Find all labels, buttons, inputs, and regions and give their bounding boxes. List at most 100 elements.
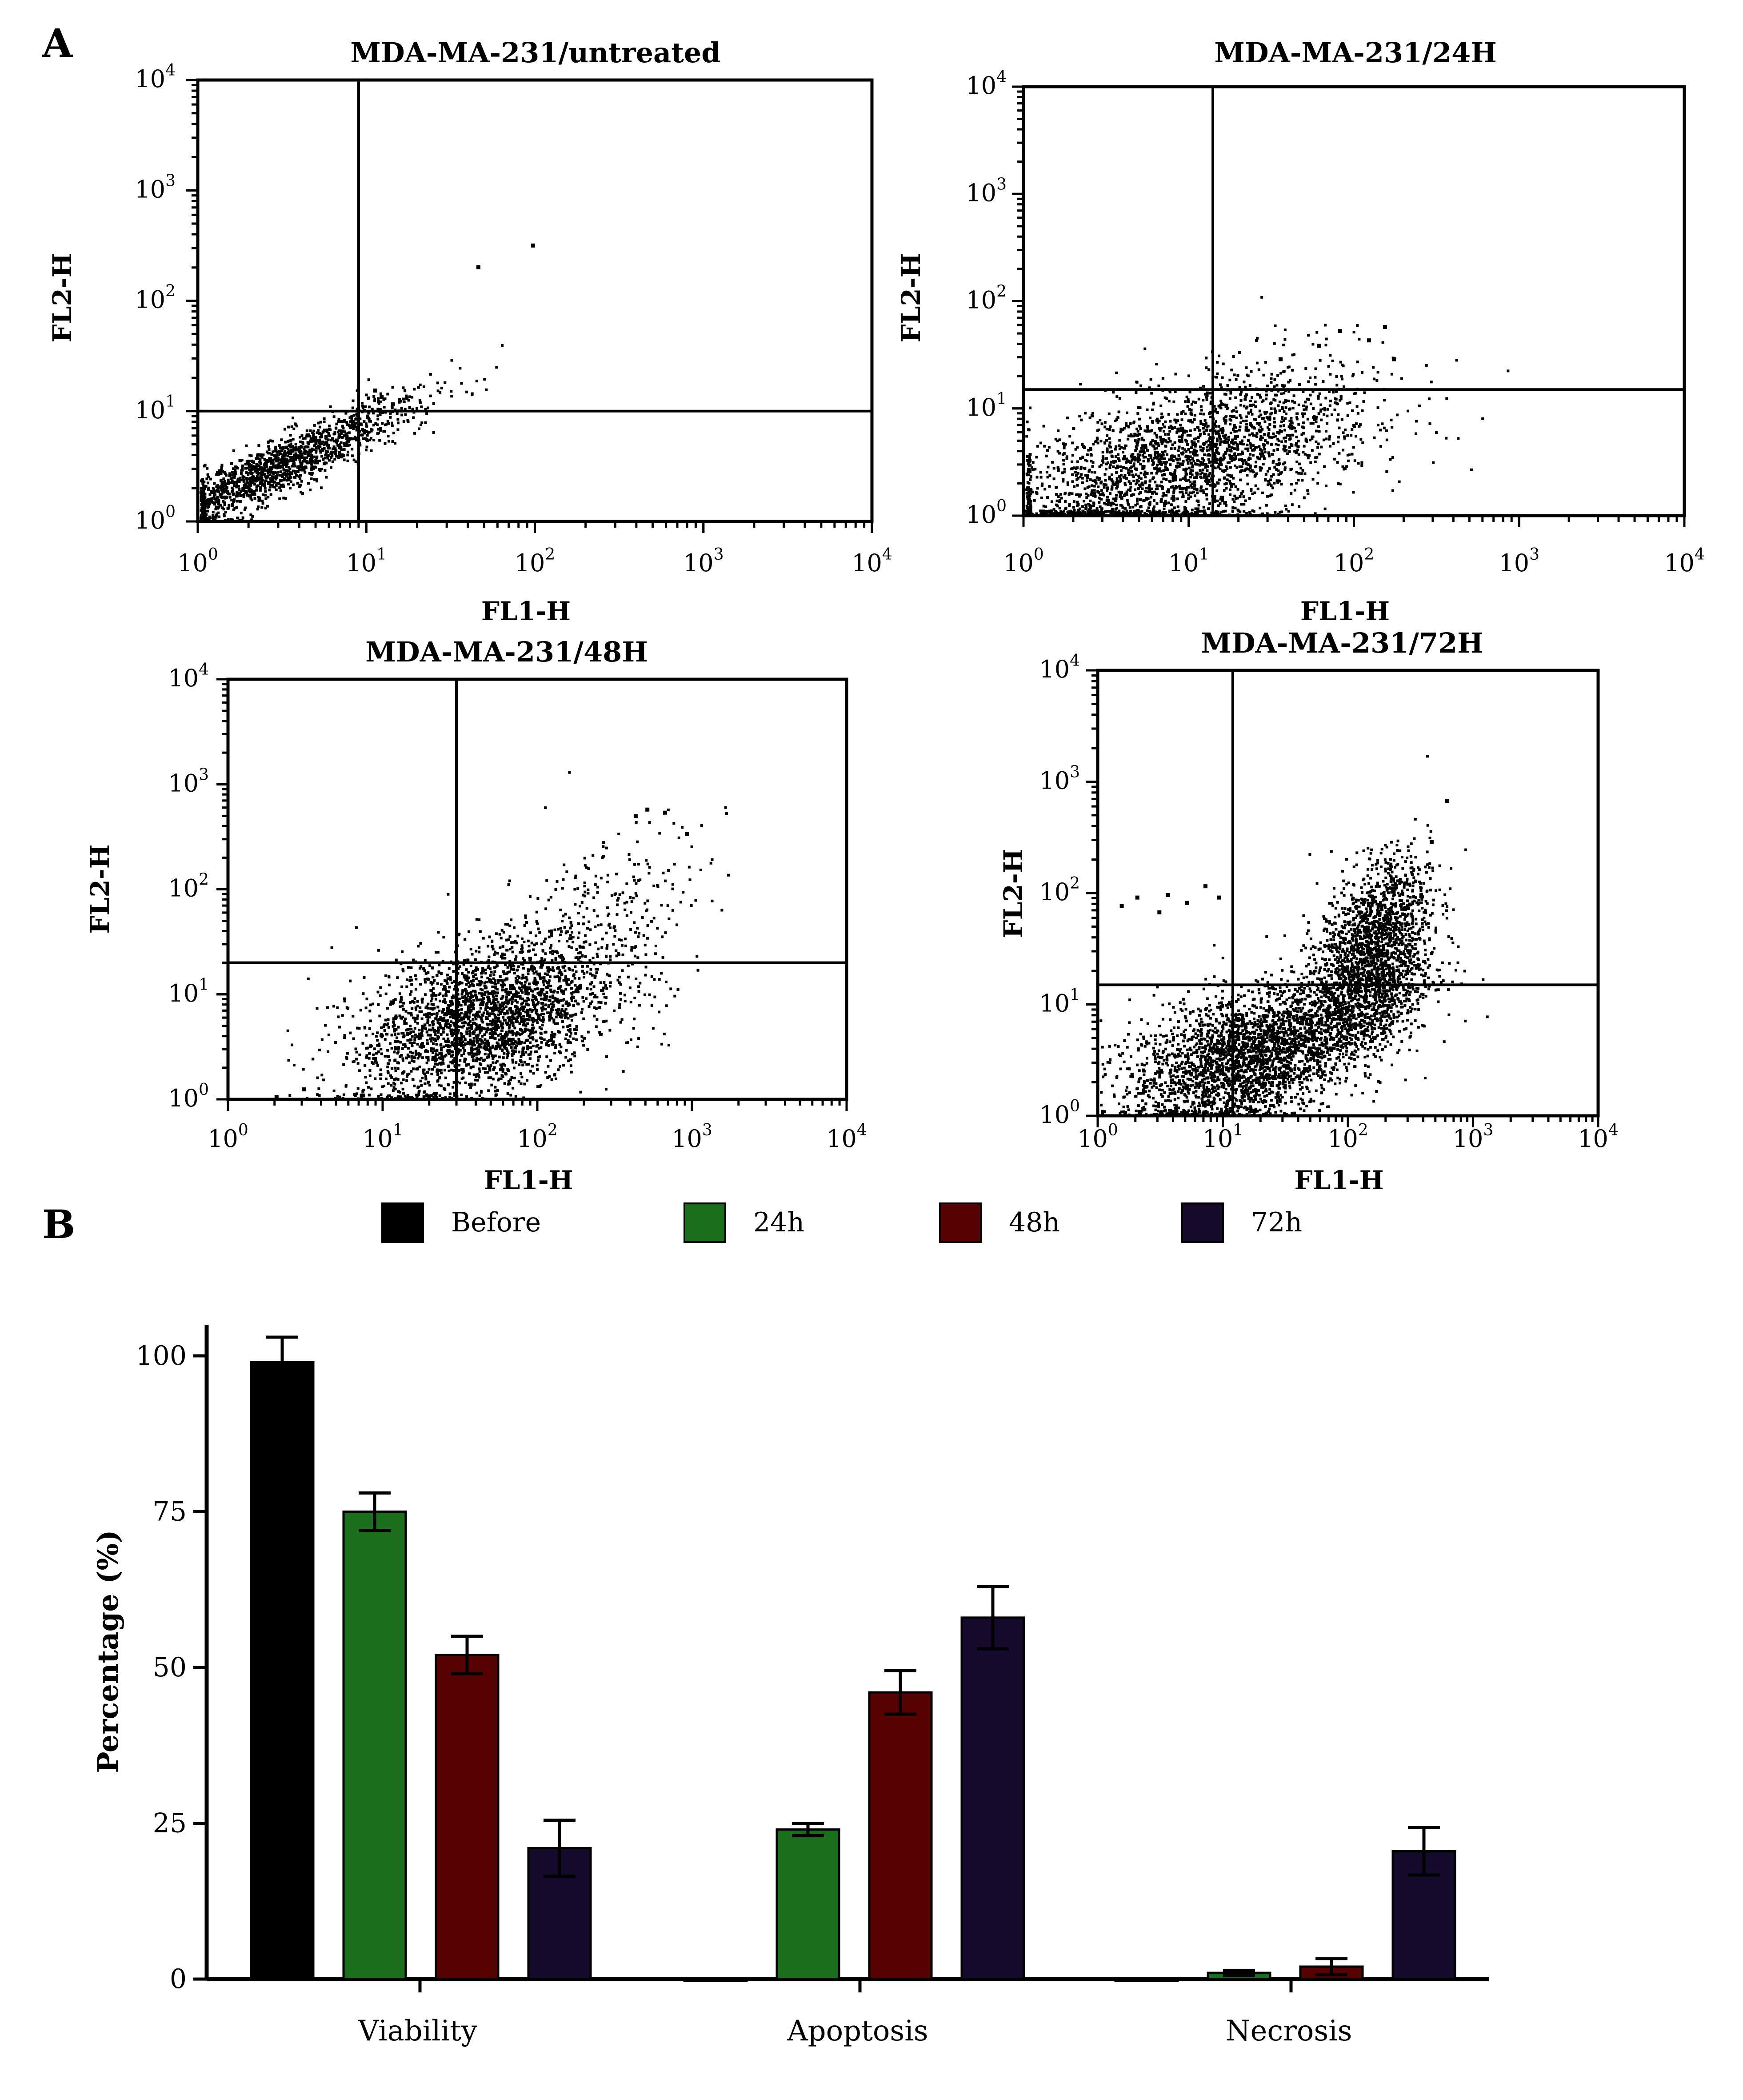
scatter-point bbox=[1183, 487, 1186, 490]
scatter-point bbox=[289, 487, 292, 489]
scatter-point bbox=[307, 450, 310, 453]
scatter-point bbox=[1297, 403, 1300, 406]
scatter-point bbox=[257, 453, 260, 456]
scatter-point bbox=[316, 439, 319, 442]
scatter-point bbox=[387, 435, 390, 438]
scatter-point bbox=[1103, 501, 1106, 505]
scatter-point bbox=[340, 429, 343, 432]
scatter-point bbox=[1163, 396, 1167, 399]
scatter-point bbox=[1123, 447, 1127, 450]
scatter-point bbox=[246, 481, 249, 485]
scatter-point bbox=[1155, 502, 1159, 505]
scatter-point bbox=[1226, 449, 1229, 452]
scatter-point bbox=[249, 484, 252, 487]
scatter-point bbox=[1267, 483, 1270, 486]
scatter-point bbox=[217, 490, 220, 493]
scatter-point bbox=[1146, 509, 1149, 513]
scatter-point bbox=[240, 490, 243, 493]
scatter-point bbox=[1091, 505, 1093, 508]
scatter-point bbox=[402, 397, 405, 401]
scatter-point bbox=[255, 489, 258, 492]
scatter-point bbox=[235, 485, 238, 488]
scatter-point bbox=[250, 459, 253, 462]
scatter-point bbox=[1242, 420, 1245, 423]
scatter-point bbox=[1221, 497, 1224, 501]
scatter-point bbox=[1267, 480, 1270, 483]
scatter-point bbox=[1170, 447, 1173, 450]
scatter-point bbox=[391, 440, 394, 443]
scatter-point bbox=[1155, 472, 1158, 475]
scatter-point bbox=[1287, 381, 1290, 384]
scatter-point bbox=[1161, 415, 1164, 418]
scatter-point bbox=[1167, 400, 1171, 403]
scatter-point bbox=[1217, 425, 1220, 428]
scatter-point bbox=[368, 430, 371, 433]
scatter-point bbox=[1272, 435, 1275, 438]
scatter-point bbox=[1179, 440, 1182, 443]
scatter-point bbox=[299, 436, 301, 439]
scatter-point bbox=[1062, 478, 1065, 481]
scatter-point bbox=[365, 445, 368, 449]
scatter-point bbox=[1057, 495, 1060, 498]
scatter-point bbox=[346, 453, 349, 457]
scatter-point bbox=[1125, 477, 1128, 480]
scatter-point bbox=[1150, 429, 1153, 432]
scatter-point bbox=[1248, 497, 1251, 500]
scatter-point bbox=[1230, 369, 1233, 372]
scatter-point bbox=[1115, 395, 1119, 398]
scatter-point bbox=[310, 454, 313, 457]
scatter-point bbox=[320, 436, 323, 439]
scatter-point bbox=[1186, 442, 1189, 445]
scatter-point bbox=[1027, 486, 1030, 489]
scatter-point bbox=[1194, 510, 1196, 513]
scatter-point bbox=[1293, 427, 1296, 430]
scatter-point bbox=[1063, 459, 1065, 462]
scatter-point bbox=[361, 406, 364, 409]
scatter-point bbox=[1135, 427, 1139, 430]
scatter-point bbox=[1197, 460, 1200, 462]
scatter-point bbox=[1217, 452, 1220, 455]
scatter-point bbox=[379, 411, 382, 414]
scatter-point bbox=[1082, 510, 1085, 513]
scatter-point bbox=[334, 452, 337, 455]
scatter-point bbox=[1103, 473, 1107, 476]
scatter-point bbox=[396, 412, 399, 415]
scatter-point bbox=[1095, 507, 1099, 510]
scatter-point bbox=[1228, 480, 1231, 483]
scatter-point bbox=[1134, 449, 1137, 452]
scatter-point bbox=[1214, 408, 1217, 411]
scatter-point bbox=[1205, 429, 1208, 432]
scatter-point bbox=[278, 486, 281, 489]
scatter-point bbox=[311, 431, 314, 434]
scatter-point bbox=[351, 454, 354, 457]
scatter-point bbox=[1250, 424, 1253, 427]
scatter-point bbox=[209, 517, 212, 519]
scatter-point bbox=[234, 481, 237, 484]
scatter-point bbox=[247, 460, 250, 463]
scatter-point bbox=[1274, 393, 1277, 397]
scatter-point bbox=[1027, 481, 1031, 485]
scatter-point bbox=[1144, 480, 1147, 483]
scatter-point bbox=[378, 408, 381, 411]
scatter-point bbox=[1045, 471, 1048, 474]
scatter-point bbox=[268, 481, 271, 484]
scatter-point bbox=[216, 507, 219, 510]
scatter-point bbox=[1035, 476, 1039, 479]
scatter-point bbox=[1307, 380, 1310, 383]
scatter-point bbox=[1167, 426, 1171, 429]
scatter-point bbox=[1239, 478, 1242, 481]
scatter-point bbox=[1092, 501, 1095, 505]
scatter-point bbox=[376, 417, 380, 421]
scatter-point bbox=[1283, 392, 1286, 395]
scatter-point bbox=[1229, 423, 1232, 426]
scatter-point bbox=[1108, 444, 1111, 447]
scatter-point bbox=[241, 488, 244, 491]
scatter-point bbox=[1315, 429, 1318, 433]
scatter-point bbox=[1187, 486, 1191, 489]
scatter-point bbox=[1288, 434, 1291, 437]
scatter-point bbox=[1227, 444, 1231, 447]
scatter-point bbox=[1240, 503, 1243, 506]
scatter-point bbox=[352, 414, 356, 417]
scatter-point bbox=[1195, 463, 1199, 465]
scatter-point bbox=[1107, 503, 1110, 506]
